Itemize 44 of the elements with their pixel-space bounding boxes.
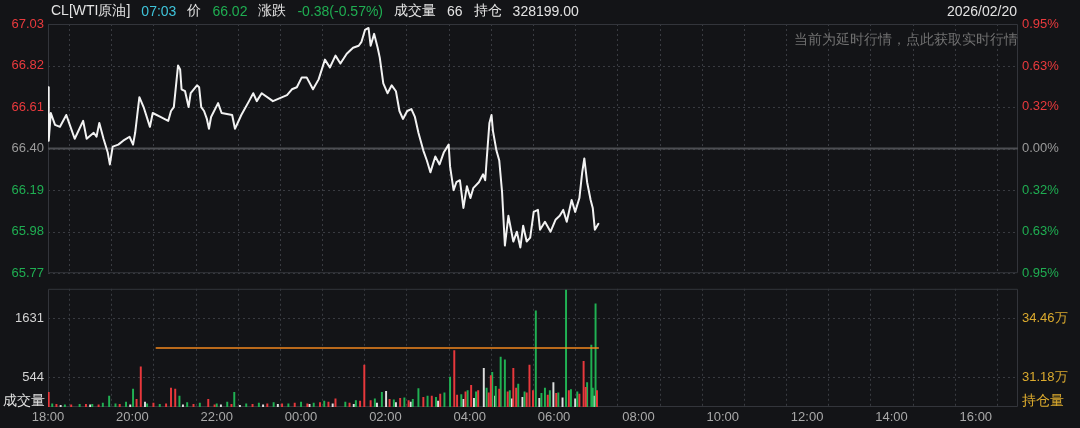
y-tick-label: 66.61: [11, 98, 44, 114]
text: -0.38(-0.57%): [297, 3, 384, 19]
y-tick-label: 66.82: [11, 57, 44, 73]
y2-tick-label: 0.63%: [1022, 57, 1060, 73]
x-tick-label: 00:00: [284, 409, 318, 425]
text: 66: [447, 3, 463, 19]
chart-title: CL[WTI原油]: [51, 2, 131, 20]
text: 成交量: [394, 2, 437, 20]
y-tick-label: 66.40: [11, 140, 44, 156]
y2-tick-label: 0.32%: [1022, 182, 1060, 198]
text: 66.02: [212, 3, 248, 19]
x-tick-label: 20:00: [116, 409, 149, 425]
text: 持仓: [473, 2, 502, 20]
x-tick-label: 12:00: [790, 409, 824, 425]
y2-tick-label: 0.32%: [1022, 98, 1060, 114]
y-tick-label: 544: [22, 369, 44, 385]
text: 328199.00: [512, 3, 579, 19]
x-tick-label: 18:00: [31, 409, 65, 425]
x-tick-label: 02:00: [369, 409, 402, 425]
x-tick-label: 04:00: [453, 409, 487, 425]
y2-axis-title: 持仓量: [1022, 392, 1064, 408]
text: 2026/02/20: [946, 2, 1017, 20]
y-tick-label: 65.77: [11, 264, 44, 280]
x-tick-label: 14:00: [875, 409, 908, 425]
y-tick-label: 67.03: [11, 15, 44, 31]
text: 涨跌: [258, 2, 287, 20]
y-tick-label: 66.19: [11, 181, 44, 197]
y2-tick-label: 0.00%: [1022, 140, 1060, 156]
x-tick-label: 06:00: [537, 409, 571, 425]
y-tick-label: 65.98: [11, 223, 44, 239]
y-tick-label: 1631: [15, 309, 44, 325]
y2-tick-label: 0.95%: [1022, 15, 1060, 31]
x-tick-label: 16:00: [959, 409, 993, 425]
x-tick-label: 22:00: [200, 409, 233, 425]
y2-tick-label: 0.95%: [1022, 264, 1060, 280]
y2-tick-label: 0.63%: [1022, 222, 1060, 238]
text: 价: [187, 2, 202, 20]
x-tick-label: 10:00: [706, 409, 740, 425]
x-tick-label: 08:00: [622, 409, 655, 425]
y2-tick-label: 34.46万: [1022, 309, 1068, 325]
y2-tick-label: 31.18万: [1022, 369, 1068, 385]
text: 07:03: [141, 3, 177, 19]
annotation: 当前为延时行情，点此获取实时行情: [794, 30, 1018, 48]
y-axis-title: 成交量: [3, 392, 45, 408]
